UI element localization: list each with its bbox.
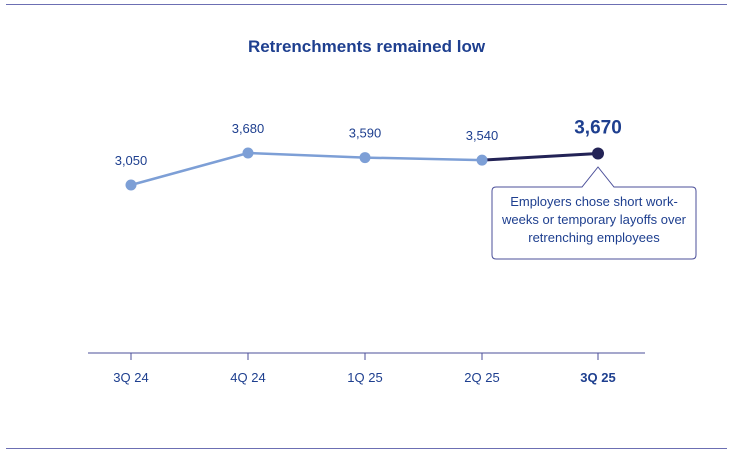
data-point-highlight (592, 147, 604, 160)
x-tick-label: 4Q 24 (230, 370, 265, 385)
x-tick-label: 3Q 25 (580, 370, 615, 385)
x-tick-label: 3Q 24 (113, 370, 148, 385)
data-label: 3,050 (115, 153, 148, 168)
series-line-highlight (480, 152, 600, 162)
data-label: 3,590 (349, 126, 382, 141)
data-point (476, 154, 488, 166)
series-line (129, 151, 250, 187)
data-point (359, 152, 371, 164)
series-line (363, 156, 484, 162)
callout-box (491, 166, 697, 260)
data-label: 3,670 (574, 118, 622, 139)
x-tick-label: 2Q 25 (464, 370, 499, 385)
chart-title: Retrenchments remained low (247, 37, 486, 56)
x-tick-label: 1Q 25 (347, 370, 382, 385)
top-rule (6, 4, 727, 5)
series-line (246, 151, 367, 159)
annotation-callout: Employers chose short work-weeks or temp… (492, 187, 696, 259)
data-label: 3,680 (232, 121, 265, 136)
data-label: 3,540 (466, 128, 499, 143)
bottom-rule (6, 448, 727, 449)
annotation-text: Employers chose short work-weeks or temp… (502, 194, 686, 245)
data-point (125, 179, 137, 191)
data-point (242, 147, 254, 159)
